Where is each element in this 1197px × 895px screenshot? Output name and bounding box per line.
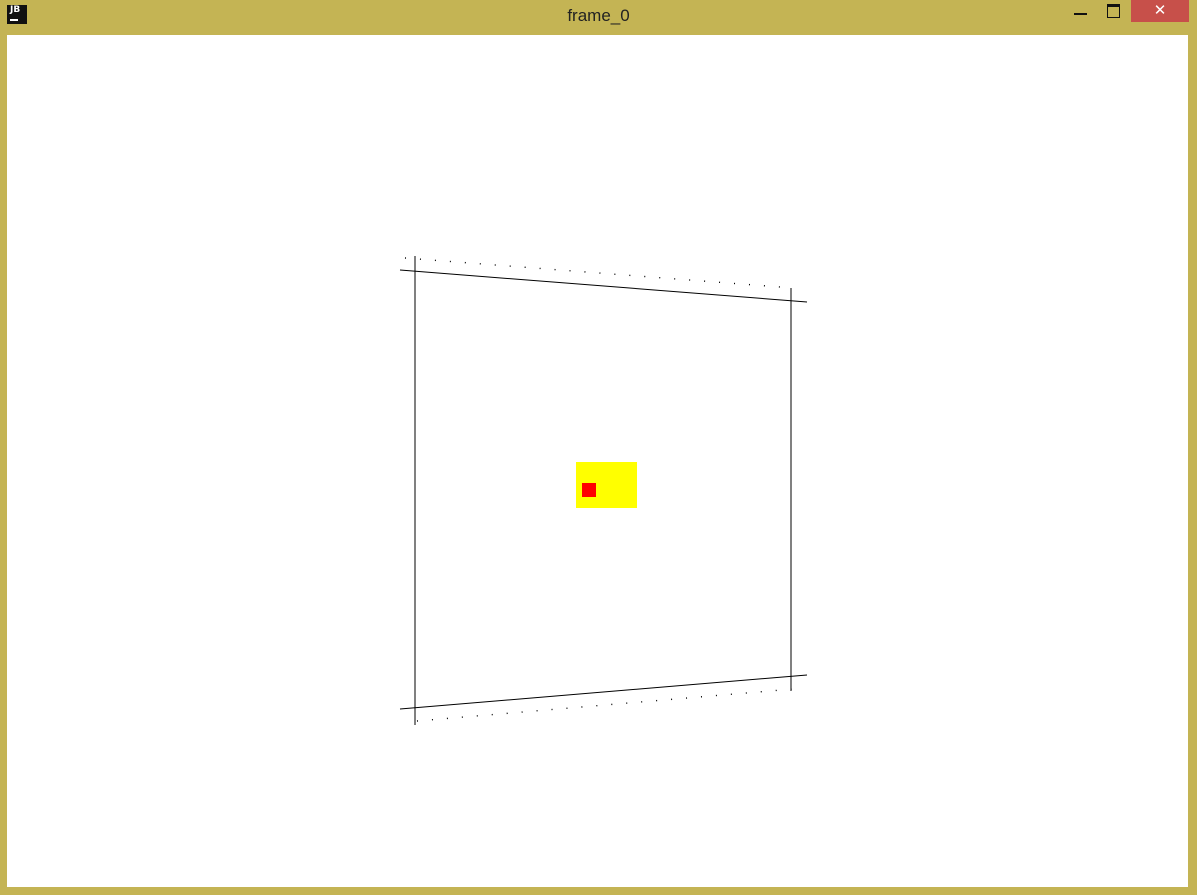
app-icon-underline [10, 19, 18, 21]
title-bar[interactable]: JB frame_0 ✕ [0, 0, 1197, 34]
red-marker [582, 483, 596, 497]
minimize-button[interactable] [1064, 0, 1096, 22]
drawing-canvas-area[interactable] [7, 35, 1188, 887]
top-dotted-line [404, 257, 794, 289]
maximize-button[interactable] [1097, 0, 1129, 22]
minimize-icon [1074, 13, 1087, 15]
app-icon[interactable]: JB [7, 5, 27, 24]
top-edge-line [399, 269, 808, 303]
bottom-edge-line [399, 674, 808, 710]
close-button[interactable]: ✕ [1131, 0, 1189, 22]
scene-canvas[interactable] [7, 35, 1188, 887]
bottom-dotted-line [416, 688, 794, 722]
app-icon-label: JB [10, 5, 21, 15]
close-icon: ✕ [1153, 1, 1167, 19]
window-title: frame_0 [567, 6, 630, 25]
maximize-icon [1107, 4, 1120, 18]
